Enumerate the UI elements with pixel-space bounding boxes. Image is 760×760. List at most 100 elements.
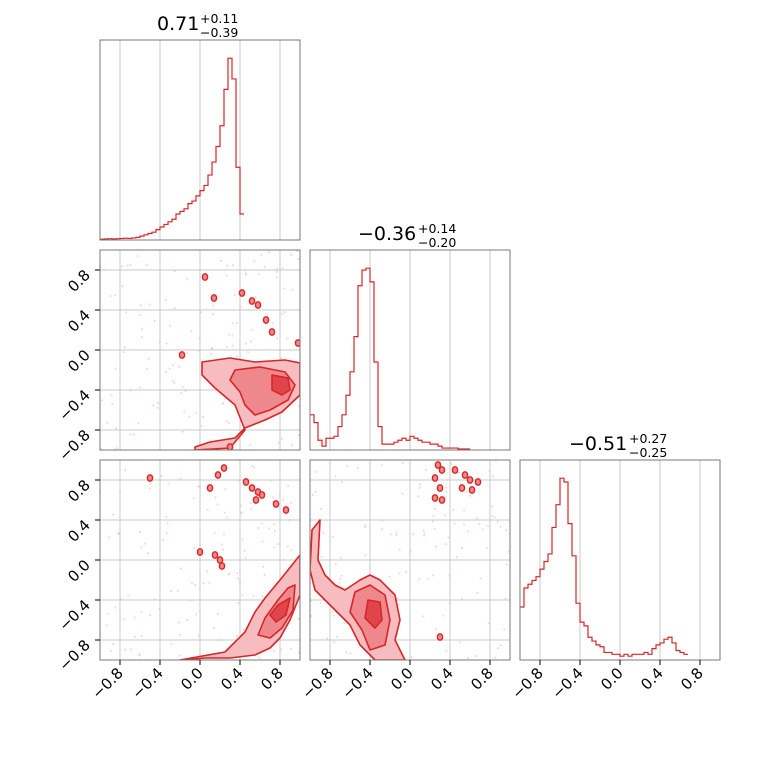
contour-1-2-point-77 (145, 368, 148, 371)
contour-2-3-point-134 (496, 520, 499, 523)
contour-1-3-point-31 (218, 638, 221, 641)
contour-1-3-point-125 (186, 619, 189, 622)
contour-1-2-point-108 (220, 259, 223, 262)
contour-1-3-point-124 (123, 618, 126, 621)
contour-1-3-point-63 (241, 538, 244, 541)
contour-1-3-point-90 (237, 601, 240, 604)
contour-1-2-point-130 (291, 288, 294, 291)
contour-1-2-point-27 (201, 415, 204, 418)
title-1-value: 0.71 (157, 13, 199, 35)
contour-2-3-island-6 (466, 476, 474, 484)
hist-3-xtick-label-2: 0.0 (597, 664, 627, 694)
contour-2-3-point-80 (418, 578, 421, 581)
contour-1-3-point-41 (282, 558, 285, 561)
contour-1-3-point-102 (190, 581, 193, 584)
contour-2-3-xtick-label-1: −0.4 (338, 664, 376, 702)
contour-1-3-point-29 (216, 503, 219, 506)
contour-1-3-point-11 (236, 572, 239, 575)
contour-1-2-point-10 (283, 287, 286, 290)
contour-2-3-point-122 (326, 637, 329, 640)
contour-1-3-xtick-label-1: −0.4 (128, 664, 166, 702)
contour-1-3-point-123 (153, 598, 156, 601)
contour-2-3-point-32 (442, 614, 445, 617)
contour-1-2-point-103 (251, 328, 254, 331)
contour-1-2-point-104 (243, 269, 246, 272)
contour-1-2-island-6 (268, 328, 276, 336)
contour-1-2-point-64 (152, 404, 155, 407)
contour-2-3-point-92 (447, 536, 450, 539)
contour-1-3-point-49 (114, 606, 117, 609)
contour-1-2-point-89 (195, 411, 198, 414)
corner-panels: −0.8 −0.4 0.0 0.4 0.8−0.8−0.40.00.40.8−0.8−0… (55, 39, 721, 703)
contour-1-3-point-15 (166, 522, 169, 525)
contour-1-3-point-23 (134, 635, 137, 638)
contour-2-3-island-0 (434, 461, 442, 469)
contour-1-2-point-90 (188, 415, 191, 418)
title-2-minus: −0.20 (418, 235, 456, 250)
contour-1-3-point-39 (257, 527, 260, 530)
contour-2-3-point-139 (444, 496, 447, 499)
contour-1-3-point-27 (165, 516, 168, 519)
contour-1-3-point-79 (227, 573, 230, 576)
contour-1-3-point-114 (165, 532, 168, 535)
contour-1-3-point-130 (223, 511, 226, 514)
contour-1-3-point-30 (239, 512, 242, 515)
contour-2-3-point-34 (461, 597, 464, 600)
contour-1-3-point-81 (250, 508, 253, 511)
contour-2-3-point-72 (333, 641, 336, 644)
contour-1-2-point-3 (164, 298, 167, 301)
contour-2-3-point-43 (467, 657, 470, 660)
contour-2-3-point-75 (381, 528, 384, 531)
title-param-1: 0.71 +0.11 −0.39 (157, 11, 238, 40)
contour-2-3-point-114 (486, 547, 489, 550)
contour-1-3-point-137 (146, 552, 149, 555)
contour-2-3-point-88 (422, 529, 425, 532)
contour-1-2-point-95 (158, 340, 161, 343)
contour-1-2-point-102 (290, 443, 293, 446)
contour-1-2-point-43 (129, 433, 132, 436)
contour-2-3-point-131 (412, 533, 415, 536)
contour-2-3-point-54 (401, 462, 404, 465)
contour-2-3-point-86 (356, 466, 359, 469)
contour-1-2-point-63 (212, 313, 215, 316)
contour-1-2-point-113 (233, 294, 236, 297)
contour-1-2-point-83 (296, 250, 299, 253)
contour-1-3-point-48 (289, 647, 292, 650)
contour-2-3-point-5 (450, 462, 453, 465)
contour-1-2-point-49 (276, 267, 279, 270)
contour-2-3-point-89 (487, 622, 490, 625)
contour-1-3-point-46 (242, 628, 245, 631)
contour-1-2-point-1 (156, 406, 159, 409)
contour-1-2-point-92 (211, 347, 214, 350)
contour-2-3-point-62 (417, 495, 420, 498)
contour-1-2-point-48 (275, 270, 278, 273)
hist-2-step-line (310, 267, 470, 450)
contour-1-2-point-67 (239, 306, 242, 309)
contour-1-2-point-17 (129, 389, 132, 392)
contour-2-3-xtick-label-3: 0.4 (427, 664, 457, 694)
contour-2-3-point-40 (505, 563, 508, 566)
contour-2-3-level-3 (364, 599, 383, 629)
contour-2-3-point-101 (381, 519, 384, 522)
contour-1-2-point-105 (106, 421, 109, 424)
contour-1-3-island-0 (146, 474, 154, 482)
contour-1-3-point-82 (148, 487, 151, 490)
contour-1-3-island-9 (272, 500, 280, 508)
contour-2-3-point-136 (398, 603, 401, 606)
contour-1-2-point-131 (231, 334, 234, 337)
contour-1-3-ytick-label-3: 0.4 (64, 516, 94, 546)
contour-1-3-point-136 (243, 549, 246, 552)
contour-1-2-point-57 (173, 270, 176, 273)
contour-1-2-point-121 (153, 319, 156, 322)
contour-1-2-point-61 (103, 268, 106, 271)
contour-1-2-point-119 (141, 328, 144, 331)
contour-2-3-point-36 (311, 493, 314, 496)
contour-2-3-island-4 (451, 466, 459, 474)
contour-1-2-point-29 (171, 364, 174, 367)
contour-2-3-point-112 (364, 526, 367, 529)
contour-1-3-point-38 (237, 577, 240, 580)
contour-2-3-island-5 (461, 471, 469, 479)
contour-1-3-level-3 (269, 597, 291, 623)
contour-2-3-island-2 (431, 474, 439, 482)
